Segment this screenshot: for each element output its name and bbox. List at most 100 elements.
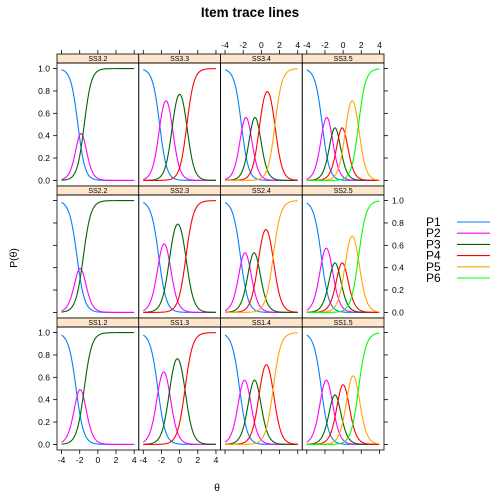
panel-frame: [138, 326, 221, 451]
strip-label: SS1.4: [252, 320, 271, 327]
panel-ss2-4: SS2.4: [220, 185, 303, 319]
strip-label: SS3.2: [88, 56, 107, 63]
strip-label: SS2.5: [334, 188, 353, 195]
y-tick-label: 0.8: [38, 86, 50, 96]
curve-p4: [225, 90, 298, 181]
curve-p4: [143, 68, 216, 181]
y-tick-label: 1.0: [38, 328, 50, 338]
panel-ss3-5: SS3.5: [301, 53, 385, 187]
y-tick-label: 0.6: [38, 372, 50, 382]
panel-ss1-5: SS1.5: [301, 317, 385, 451]
legend-label-p3: P3: [426, 237, 441, 251]
curve-p2: [306, 379, 380, 445]
curve-p5: [306, 375, 380, 445]
y-tick-label: 0.2: [38, 153, 50, 163]
y-tick-label: 0.4: [38, 131, 50, 141]
strip-label: SS3.4: [252, 56, 271, 63]
x-tick-label: -4: [58, 455, 66, 465]
panel-frame: [220, 62, 303, 187]
strip-label: SS2.4: [252, 188, 271, 195]
curve-p4: [143, 332, 216, 445]
strip-label: SS3.3: [170, 56, 189, 63]
y-tick-label: 0.8: [392, 218, 404, 228]
curve-p6: [306, 200, 380, 313]
x-tick-label: 2: [195, 455, 200, 465]
x-tick-label: 0: [259, 40, 264, 50]
panel-ss3-3: SS3.3: [138, 53, 221, 187]
x-tick-label: 2: [114, 455, 119, 465]
y-tick-label: 0.0: [392, 307, 404, 317]
curve-p2: [61, 267, 135, 313]
y-tick-label: 0.8: [38, 350, 50, 360]
x-tick-label: 2: [277, 40, 282, 50]
y-tick-label: 1.0: [392, 196, 404, 206]
legend-label-p2: P2: [426, 226, 441, 240]
y-tick-label: 1.0: [38, 64, 50, 74]
curve-p5: [225, 332, 298, 445]
curve-p1: [306, 202, 380, 313]
y-tick-label: 0.0: [38, 175, 50, 185]
strip-label: SS2.2: [88, 188, 107, 195]
curve-p2: [224, 116, 298, 181]
x-tick-label: -4: [303, 40, 311, 50]
curve-p1: [306, 334, 380, 445]
legend-label-p1: P1: [426, 215, 441, 229]
curve-p1: [61, 334, 135, 445]
panel-ss1-2: SS1.2: [56, 317, 140, 451]
curve-p2: [224, 379, 298, 445]
x-tick-label: 0: [96, 455, 101, 465]
x-tick-label: -2: [158, 455, 166, 465]
y-tick-label: 0.4: [392, 263, 404, 273]
curve-p4: [225, 229, 298, 313]
x-tick-label: 0: [341, 40, 346, 50]
curve-p5: [306, 100, 380, 181]
x-tick-label: 4: [295, 40, 300, 50]
curve-p3: [61, 200, 135, 313]
x-tick-label: -2: [321, 40, 329, 50]
x-axis-title: θ: [214, 482, 220, 494]
panel-ss2-3: SS2.3: [138, 185, 221, 319]
x-tick-label: -4: [221, 40, 229, 50]
curve-p3: [225, 379, 298, 445]
panel-frame: [56, 62, 140, 187]
curve-p3: [306, 127, 380, 181]
panel-frame: [301, 194, 385, 319]
y-tick-label: 0.6: [38, 108, 50, 118]
panel-ss3-4: SS3.4: [220, 53, 303, 187]
curve-p3: [61, 332, 135, 445]
curve-p4: [143, 200, 216, 313]
curve-p3: [61, 68, 135, 181]
curve-p1: [224, 202, 298, 313]
curve-p3: [143, 93, 216, 181]
curve-p6: [306, 68, 380, 181]
x-tick-label: -2: [239, 40, 247, 50]
x-tick-label: -2: [76, 455, 84, 465]
x-tick-label: 4: [377, 40, 382, 50]
chart-title: Item trace lines: [201, 5, 299, 20]
y-tick-label: 0.6: [392, 240, 404, 250]
strip-label: SS1.5: [334, 320, 353, 327]
curve-p1: [224, 334, 298, 445]
legend-label-p4: P4: [426, 249, 441, 263]
curve-p1: [306, 69, 380, 181]
y-axis-title: P(θ): [8, 248, 20, 268]
panel-ss1-3: SS1.3: [138, 317, 221, 451]
curve-p1: [143, 69, 216, 181]
curve-p5: [306, 235, 380, 313]
x-tick-label: 2: [359, 40, 364, 50]
curve-p5: [225, 200, 298, 313]
x-tick-label: 4: [214, 455, 219, 465]
strip-label: SS2.3: [170, 188, 189, 195]
panel-ss1-4: SS1.4: [220, 317, 303, 451]
curve-p5: [225, 68, 298, 181]
axes-layer: -4 -2 0 2 4 -4 -2 0 2 4-4 -2 0 2 4 -4 -2 0 2 40.00.20.40.6…: [38, 40, 404, 465]
legend-label-p5: P5: [426, 260, 441, 274]
curve-p3: [143, 223, 216, 313]
strip-label: SS3.5: [334, 56, 353, 63]
panel-frame: [220, 326, 303, 451]
curve-p2: [61, 389, 135, 445]
curve-p3: [143, 358, 216, 445]
strip-label: SS1.3: [170, 320, 189, 327]
